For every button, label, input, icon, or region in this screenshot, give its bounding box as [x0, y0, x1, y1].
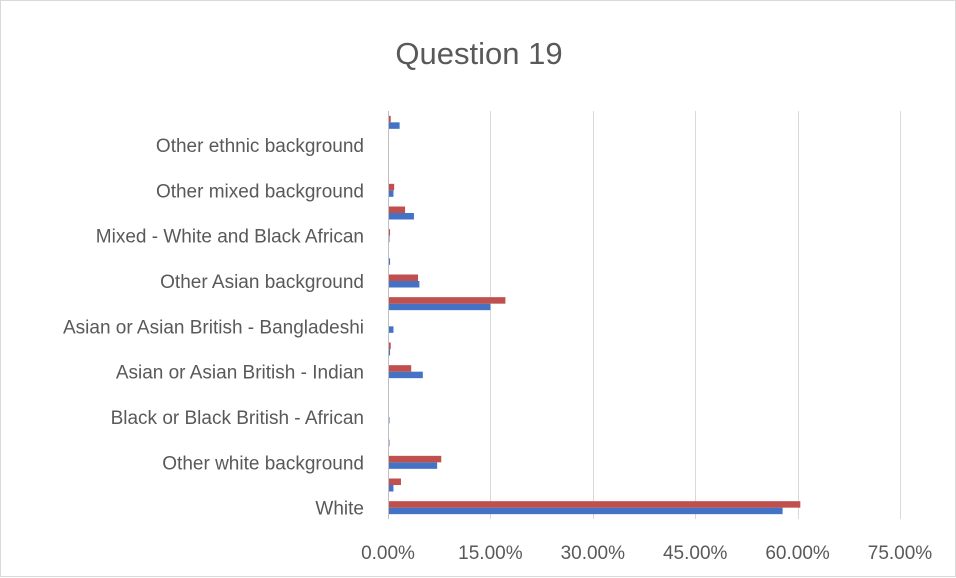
bar-s1-c7 — [388, 342, 391, 349]
category-label-14: Other mixed background — [156, 181, 364, 202]
category-label-4: Black or Black British - African — [111, 408, 364, 429]
x-tick-label-2: 30.00% — [561, 543, 626, 564]
x-tick-label-3: 45.00% — [663, 543, 728, 564]
category-labels: White Other white background Black or Blac… — [63, 136, 364, 520]
x-tick-label-1: 15.00% — [458, 543, 523, 564]
bar-s0-c10 — [388, 281, 420, 288]
bar-s0-c11 — [388, 258, 391, 265]
chart-title: Question 19 — [395, 36, 562, 71]
bar-s1-c2 — [388, 455, 442, 463]
bar-s0-c14 — [388, 190, 394, 197]
bar-s0-c1 — [388, 485, 394, 492]
bar-s1-c12 — [388, 229, 391, 236]
bar-s1-c10 — [388, 274, 419, 281]
category-label-0: White — [315, 499, 364, 520]
bar-s1-c13 — [388, 206, 406, 213]
category-label-12: Mixed - White and Black African — [96, 227, 364, 248]
category-label-16: Other ethnic background — [156, 136, 364, 157]
bar-s1-c14 — [388, 183, 395, 191]
bar-s0-c7 — [388, 349, 391, 356]
bar-s0-c8 — [388, 326, 394, 333]
x-tick-label-0: 0.00% — [361, 543, 415, 564]
bar-s0-c17 — [388, 122, 400, 129]
gridlines — [490, 111, 901, 519]
category-label-10: Other Asian background — [160, 272, 364, 293]
x-tick-label-4: 60.00% — [765, 543, 830, 564]
x-tick-labels: 0.00% 15.00% 30.00% 45.00% 60.00% 75.00% — [361, 543, 932, 564]
bar-s1-c9 — [388, 297, 506, 304]
bar-s1-c6 — [388, 365, 412, 372]
bar-s0-c6 — [388, 371, 423, 379]
bar-s0-c0 — [388, 507, 783, 515]
category-label-8: Asian or Asian British - Bangladeshi — [63, 317, 364, 338]
category-label-6: Asian or Asian British - Indian — [116, 363, 364, 384]
bar-s1-c0 — [388, 501, 801, 508]
x-tick-label-5: 75.00% — [868, 543, 933, 564]
category-label-2: Other white background — [162, 453, 364, 474]
bar-s1-c1 — [388, 478, 401, 485]
bar-s1-c17 — [388, 115, 391, 123]
bar-s0-c2 — [388, 462, 438, 469]
bar-s0-c13 — [388, 213, 414, 220]
bars — [388, 115, 801, 515]
bar-s0-c9 — [388, 303, 491, 311]
